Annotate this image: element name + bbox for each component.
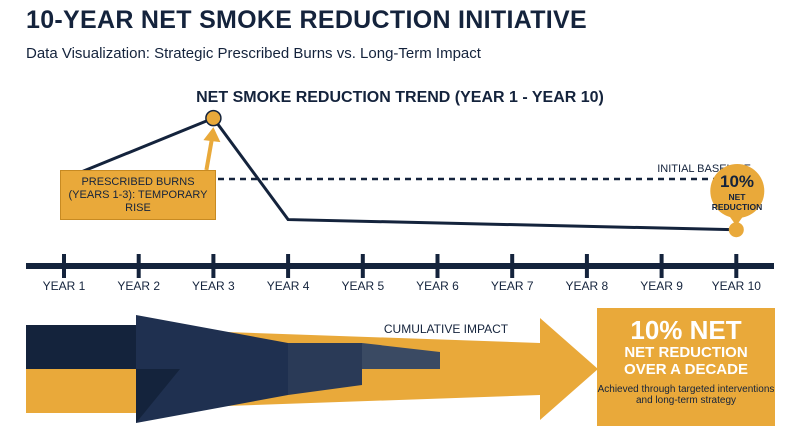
- impact-block: [288, 369, 362, 395]
- impact-summary-box: 10% NET NET REDUCTION OVER A DECADE Achi…: [597, 308, 775, 426]
- tick-label: YEAR 9: [640, 279, 683, 293]
- impact-block: [288, 343, 362, 369]
- peak-point: [205, 109, 222, 127]
- timeline-axis: YEAR 1 YEAR 2 YEAR 3 YEAR 4 YEAR 5 YEAR 6 YEAR…: [26, 254, 774, 293]
- tick-mark: [584, 254, 589, 278]
- chart-title: NET SMOKE REDUCTION TREND (YEAR 1 - YEAR…: [196, 89, 604, 106]
- callout-arrow-shaft: [204, 135, 215, 171]
- tick-mark: [136, 254, 141, 278]
- trend-line: [63, 116, 737, 232]
- tick-label: YEAR 4: [267, 279, 310, 293]
- page-subtitle: Data Visualization: Strategic Prescribed…: [26, 45, 481, 62]
- impact-band: [26, 315, 598, 423]
- tick-label: YEAR 1: [43, 279, 86, 293]
- tick-label: YEAR 2: [117, 279, 160, 293]
- impact-block: [136, 315, 288, 369]
- end-point: [728, 222, 744, 238]
- tick-label: YEAR 7: [491, 279, 534, 293]
- prescribed-burns-callout: PRESCRIBED BURNS (YEARS 1-3): TEMPORARY …: [60, 170, 216, 220]
- net-reduction-percent: 10%: [719, 172, 755, 191]
- impact-sub-line-2: OVER A DECADE: [624, 361, 748, 378]
- impact-block: [362, 369, 540, 395]
- impact-description: Achieved through targeted interventions …: [597, 384, 775, 406]
- net-reduction-label: NET REDUCTION: [711, 192, 763, 212]
- tick-mark: [659, 254, 664, 278]
- tick-label: YEAR 10: [712, 279, 762, 293]
- timeline-bar: [26, 263, 774, 269]
- tick-label: YEAR 8: [566, 279, 609, 293]
- page-title: 10-YEAR NET SMOKE REDUCTION INITIATIVE: [26, 6, 587, 34]
- tick-mark: [360, 254, 365, 278]
- tick-label: YEAR 5: [341, 279, 384, 293]
- tick-mark: [286, 254, 291, 278]
- callout-arrow-head: [203, 127, 221, 143]
- impact-block: [362, 343, 440, 369]
- impact-block: [26, 325, 136, 369]
- impact-main-text: 10% NET: [630, 315, 742, 345]
- tick-mark: [211, 254, 216, 278]
- impact-block: [136, 369, 288, 423]
- impact-sub-line-1: NET REDUCTION: [624, 344, 748, 361]
- impact-block: [26, 369, 136, 413]
- tick-label: YEAR 3: [192, 279, 235, 293]
- tick-mark: [734, 254, 739, 278]
- tick-label: YEAR 6: [416, 279, 459, 293]
- tick-mark: [510, 254, 515, 278]
- reduction-badge: [710, 164, 765, 218]
- tick-mark: [435, 254, 440, 278]
- tick-mark: [62, 254, 66, 278]
- cumulative-impact-label: CUMULATIVE IMPACT: [383, 322, 509, 336]
- trend-plot: INITIAL BASELINE: [63, 109, 765, 238]
- impact-block: [136, 369, 180, 423]
